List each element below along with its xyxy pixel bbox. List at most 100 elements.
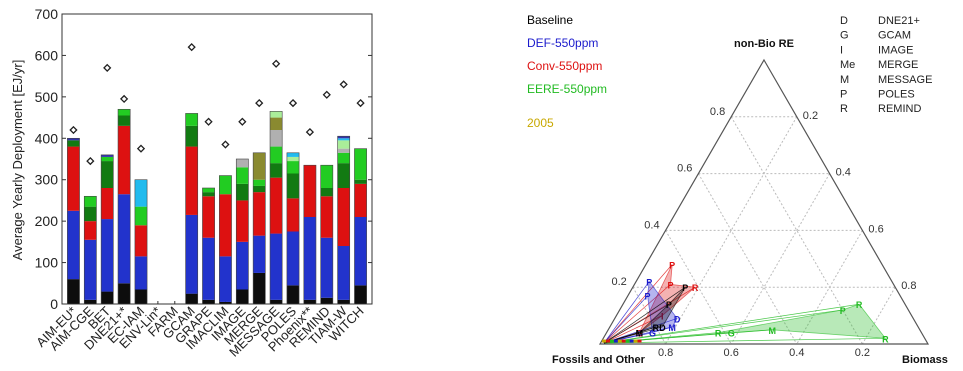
bar-segment: [134, 225, 148, 257]
bar-segment: [84, 206, 97, 222]
bar-segment: [118, 194, 131, 284]
bar-segment: [337, 136, 350, 139]
bar-segment: [270, 299, 283, 304]
bar-segment: [236, 200, 249, 242]
bar-segment: [303, 165, 316, 217]
bar-outline: [269, 111, 283, 305]
bar-segment: [286, 231, 300, 286]
bar-outline: [219, 175, 232, 305]
plot-frame: [61, 13, 373, 305]
bar-segment: [134, 179, 148, 207]
bar-segment: [101, 291, 114, 304]
bar-segment: [185, 146, 198, 215]
y-tick-label: 700: [35, 6, 59, 22]
bar-segment: [118, 125, 131, 195]
bar-outline: [286, 152, 300, 305]
bar-segment: [253, 272, 266, 304]
bar-outline: [337, 135, 351, 305]
bar-segment: [253, 152, 266, 180]
bar-segment: [253, 235, 266, 273]
diamond-marker: [288, 98, 298, 108]
bar-segment: [67, 210, 80, 280]
bar-segment: [286, 198, 300, 232]
diamond-marker: [271, 59, 281, 68]
y-tick-label: 400: [35, 130, 59, 146]
bar-segment: [202, 196, 215, 238]
bar-segment: [134, 206, 148, 226]
bar-segment: [337, 148, 350, 153]
bar-segment: [286, 156, 300, 162]
bar-segment: [101, 156, 114, 162]
bar-segment: [185, 293, 198, 304]
bar-segment: [101, 188, 114, 220]
bar-segment: [236, 183, 249, 201]
diamond-marker: [103, 63, 112, 72]
diamond-marker: [86, 156, 95, 166]
diamond-marker: [69, 125, 78, 135]
bar-segment: [134, 256, 148, 290]
bar-segment: [202, 188, 215, 193]
y-tick-label: 0: [50, 296, 58, 312]
bar-segment: [185, 214, 198, 294]
bar-segment: [337, 299, 350, 304]
bar-marks: [67, 108, 367, 305]
y-tick-label: 600: [35, 47, 59, 63]
bar-segment: [337, 138, 350, 141]
bar-segment: [202, 237, 215, 300]
bar-segment: [270, 163, 283, 178]
bar-outline: [235, 158, 249, 305]
diamond-marker: [204, 117, 213, 126]
diamond-marker: [187, 43, 196, 52]
bar-segment: [286, 152, 300, 157]
bar-outline: [303, 164, 317, 305]
bar-segment: [219, 301, 232, 304]
y-axis-label: Average Yearly Deployment [EJ/yr]: [10, 60, 25, 261]
bar-segment: [236, 167, 249, 184]
y-tick-label: 200: [35, 213, 59, 229]
bar-outline: [67, 137, 80, 305]
bar-segment: [84, 196, 97, 207]
diamond-marker: [305, 127, 315, 137]
bar-outline: [117, 108, 131, 305]
bar-segment: [286, 173, 300, 199]
bar-segment: [270, 130, 283, 147]
diamond-marker: [119, 94, 129, 104]
y-tick-label: 500: [35, 89, 59, 105]
bar-segment: [337, 152, 350, 164]
x-tick-labels: AIM-EU*AIM-CGEBETDNE21+*EC-IAMENV-Lin*FA…: [33, 303, 366, 360]
bar-segment: [219, 175, 232, 195]
bar-segment: [253, 179, 266, 186]
bar-segment: [67, 138, 80, 141]
bar-segment: [67, 146, 80, 211]
bar-segment: [320, 297, 333, 304]
bar-segment: [354, 183, 367, 217]
bar-segment: [270, 146, 283, 164]
bar-segment: [320, 196, 333, 238]
bar-segment: [286, 161, 300, 174]
diamond-marker: [238, 117, 247, 126]
bar-segment: [118, 115, 131, 126]
bar-segment: [84, 221, 97, 240]
diamond-marker: [322, 90, 331, 99]
bar-segment: [270, 111, 283, 118]
bar-outline: [354, 148, 367, 305]
bar-outline: [83, 195, 97, 305]
bar-segment: [320, 237, 333, 298]
diamond-marker: [339, 80, 348, 89]
bar-segment: [118, 283, 131, 304]
bar-segment: [118, 109, 131, 116]
bar-segment: [219, 194, 232, 257]
bar-segment: [67, 279, 80, 304]
bar-segment: [134, 289, 148, 304]
bar-segment: [320, 188, 333, 197]
bar-segment: [337, 246, 350, 300]
bar-outline: [252, 152, 266, 305]
bar-segment: [337, 163, 350, 188]
diamond-marker: [356, 98, 365, 108]
bar-segment: [202, 299, 215, 304]
bar-segment: [202, 192, 215, 197]
bar-outline: [320, 164, 334, 305]
bar-outline: [185, 113, 199, 305]
